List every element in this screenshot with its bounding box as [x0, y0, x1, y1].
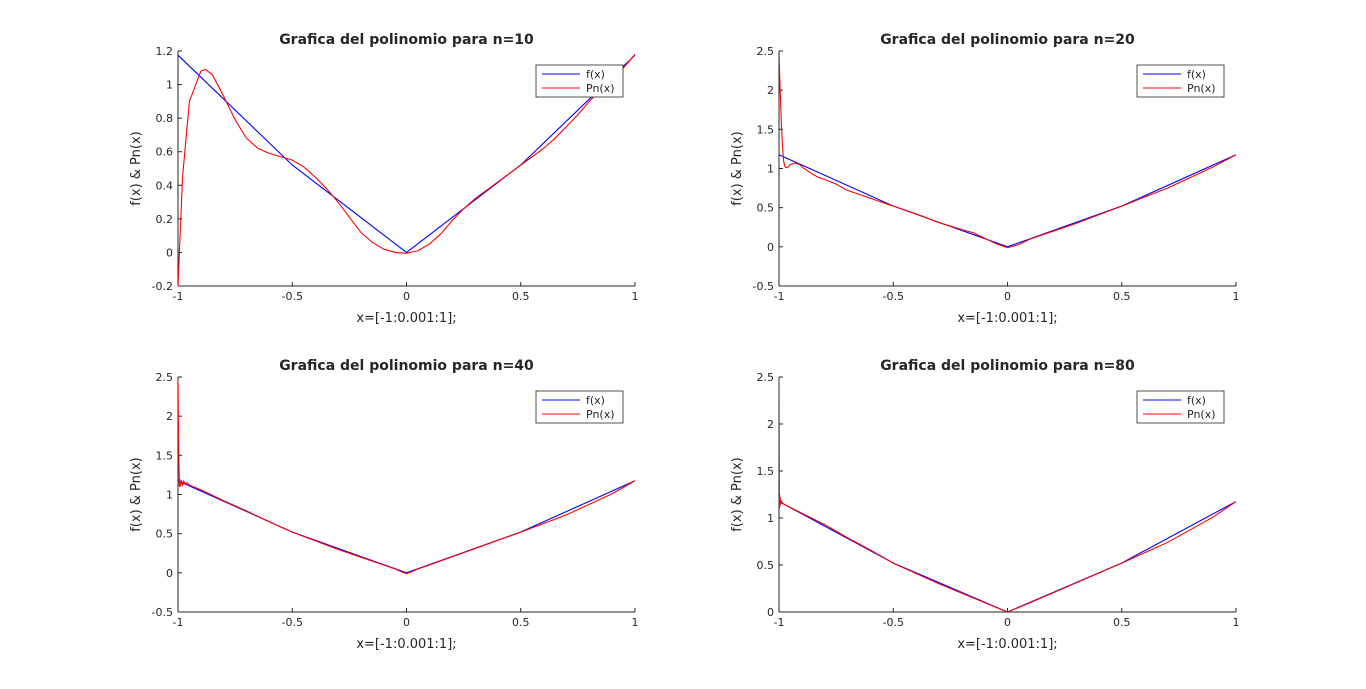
legend-label: Pn(x)	[586, 82, 615, 95]
y-tick-label: 1.5	[757, 465, 775, 478]
x-tick-label: -0.5	[883, 290, 904, 303]
series-line-f	[779, 154, 1236, 248]
y-tick-label: -0.5	[753, 280, 774, 293]
y-axis-label: f(x) & Pn(x)	[129, 131, 144, 206]
y-axis-label: f(x) & Pn(x)	[730, 457, 745, 532]
y-tick-label: 0.5	[757, 202, 775, 215]
legend: f(x)Pn(x)	[1136, 64, 1225, 98]
y-tick-label: 1.5	[156, 449, 174, 462]
subplot-1: -1 -0.5 0 0.5 1 -0.2 0 0.2 0.4 0.6 0.8 1 1.2 Grafica …	[129, 32, 639, 326]
legend-label: Pn(x)	[586, 408, 615, 421]
x-tick-label: 1	[632, 616, 639, 629]
x-tick-label: 0.5	[1113, 616, 1131, 629]
series-line-f	[779, 501, 1236, 612]
x-tick-label: 0	[1004, 616, 1011, 629]
y-tick-label: 0.6	[156, 146, 174, 159]
series-line-pn	[779, 378, 1236, 612]
chart-title: Grafica del polinomio para n=40	[279, 358, 534, 374]
y-tick-label: 1	[166, 79, 173, 92]
series-line-f	[178, 54, 635, 254]
y-tick-label: 0.4	[156, 179, 174, 192]
x-axis-label: x=[-1:0.001:1];	[356, 311, 456, 326]
y-tick-label: 2.5	[156, 371, 174, 384]
series-line-pn	[178, 380, 635, 575]
y-tick-label: 1	[767, 512, 774, 525]
y-tick-label: 1.2	[156, 45, 174, 58]
chart-title: Grafica del polinomio para n=20	[880, 32, 1135, 48]
x-tick-label: 1	[1233, 290, 1240, 303]
x-tick-label: 0.5	[512, 290, 530, 303]
y-tick-label: 2.5	[757, 371, 775, 384]
chart-title: Grafica del polinomio para n=10	[279, 32, 534, 48]
y-tick-label: 0	[166, 246, 173, 259]
y-tick-label: 0.8	[156, 112, 174, 125]
y-tick-label: 0	[166, 567, 173, 580]
legend: f(x)Pn(x)	[535, 64, 624, 98]
x-tick-label: 1	[1233, 616, 1240, 629]
legend-box	[1136, 390, 1225, 424]
y-tick-label: -0.5	[152, 606, 173, 619]
legend-box	[535, 64, 624, 98]
legend: f(x)Pn(x)	[1136, 390, 1225, 424]
x-tick-label: -1	[173, 616, 184, 629]
y-tick-label: 0.2	[156, 213, 174, 226]
y-tick-label: 2	[166, 410, 173, 423]
y-tick-label: 2	[767, 418, 774, 431]
x-axis-label: x=[-1:0.001:1];	[957, 637, 1057, 652]
y-tick-label: 2.5	[757, 45, 775, 58]
y-axis-label: f(x) & Pn(x)	[730, 131, 745, 206]
x-tick-label: 0.5	[512, 616, 530, 629]
y-tick-label: 0	[767, 241, 774, 254]
x-tick-label: -1	[774, 290, 785, 303]
y-tick-label: 0.5	[757, 559, 775, 572]
legend-label: Pn(x)	[1187, 82, 1216, 95]
y-tick-label: 2	[767, 84, 774, 97]
series-line-f	[178, 480, 635, 574]
chart-title: Grafica del polinomio para n=80	[880, 358, 1135, 374]
x-tick-label: 0	[403, 290, 410, 303]
subplot-4: -1 -0.5 0 0.5 1 0 0.5 1 1.5 2 2.5 Grafica del polin…	[730, 358, 1240, 652]
y-tick-label: 1	[166, 489, 173, 502]
x-tick-label: 0.5	[1113, 290, 1131, 303]
legend-label: f(x)	[586, 394, 605, 407]
legend-label: f(x)	[1187, 394, 1206, 407]
x-tick-label: 1	[632, 290, 639, 303]
legend-box	[535, 390, 624, 424]
x-axis-label: x=[-1:0.001:1];	[356, 637, 456, 652]
legend-label: f(x)	[586, 68, 605, 81]
y-tick-label: 0.5	[156, 528, 174, 541]
x-tick-label: -1	[173, 290, 184, 303]
x-tick-label: -0.5	[883, 616, 904, 629]
series-line-pn	[779, 52, 1236, 249]
legend-box	[1136, 64, 1225, 98]
legend-label: f(x)	[1187, 68, 1206, 81]
legend-label: Pn(x)	[1187, 408, 1216, 421]
y-tick-label: 0	[767, 606, 774, 619]
y-tick-label: -0.2	[152, 280, 173, 293]
series-line-pn	[178, 54, 635, 286]
x-tick-label: 0	[403, 616, 410, 629]
x-tick-label: -0.5	[282, 290, 303, 303]
y-tick-label: 1	[767, 163, 774, 176]
y-axis-label: f(x) & Pn(x)	[129, 457, 144, 532]
y-tick-label: 1.5	[757, 123, 775, 136]
x-axis-label: x=[-1:0.001:1];	[957, 311, 1057, 326]
legend: f(x)Pn(x)	[535, 390, 624, 424]
x-tick-label: 0	[1004, 290, 1011, 303]
x-tick-label: -0.5	[282, 616, 303, 629]
x-tick-label: -1	[774, 616, 785, 629]
